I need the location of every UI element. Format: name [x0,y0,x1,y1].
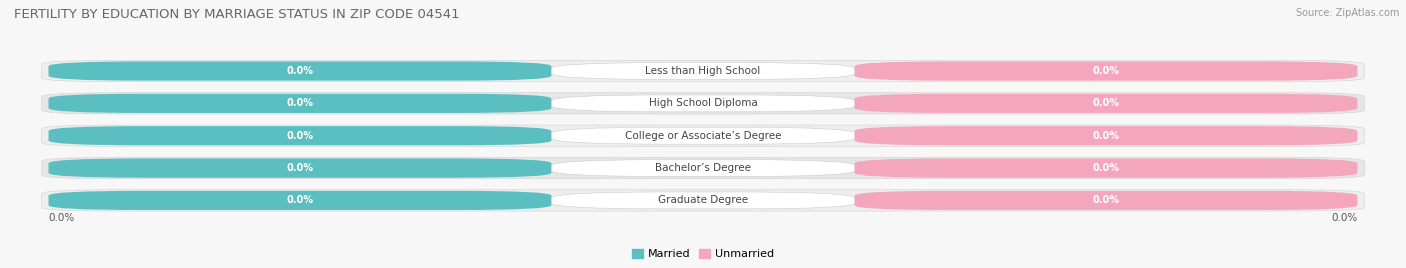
FancyBboxPatch shape [42,190,1364,211]
FancyBboxPatch shape [551,192,855,209]
Text: 0.0%: 0.0% [1331,213,1358,223]
FancyBboxPatch shape [48,126,551,145]
FancyBboxPatch shape [48,158,551,178]
Text: 0.0%: 0.0% [287,163,314,173]
Legend: Married, Unmarried: Married, Unmarried [627,244,779,264]
FancyBboxPatch shape [551,95,855,112]
FancyBboxPatch shape [855,61,1358,81]
Text: High School Diploma: High School Diploma [648,98,758,108]
FancyBboxPatch shape [48,191,551,210]
Text: 0.0%: 0.0% [1092,163,1119,173]
FancyBboxPatch shape [42,93,1364,114]
Text: Source: ZipAtlas.com: Source: ZipAtlas.com [1295,8,1399,18]
FancyBboxPatch shape [42,125,1364,146]
FancyBboxPatch shape [855,126,1358,145]
FancyBboxPatch shape [855,158,1358,178]
Text: 0.0%: 0.0% [1092,66,1119,76]
FancyBboxPatch shape [855,94,1358,113]
FancyBboxPatch shape [42,60,1364,82]
Text: Graduate Degree: Graduate Degree [658,195,748,205]
Text: 0.0%: 0.0% [1092,131,1119,141]
Text: Bachelor’s Degree: Bachelor’s Degree [655,163,751,173]
Text: 0.0%: 0.0% [287,195,314,205]
FancyBboxPatch shape [42,157,1364,179]
FancyBboxPatch shape [855,191,1358,210]
Text: 0.0%: 0.0% [48,213,75,223]
Text: 0.0%: 0.0% [287,66,314,76]
Text: College or Associate’s Degree: College or Associate’s Degree [624,131,782,141]
Text: 0.0%: 0.0% [287,131,314,141]
Text: 0.0%: 0.0% [1092,195,1119,205]
FancyBboxPatch shape [48,61,551,81]
FancyBboxPatch shape [551,127,855,144]
Text: 0.0%: 0.0% [287,98,314,108]
Text: 0.0%: 0.0% [1092,98,1119,108]
FancyBboxPatch shape [551,160,855,177]
Text: Less than High School: Less than High School [645,66,761,76]
FancyBboxPatch shape [551,62,855,79]
FancyBboxPatch shape [48,94,551,113]
Text: FERTILITY BY EDUCATION BY MARRIAGE STATUS IN ZIP CODE 04541: FERTILITY BY EDUCATION BY MARRIAGE STATU… [14,8,460,21]
